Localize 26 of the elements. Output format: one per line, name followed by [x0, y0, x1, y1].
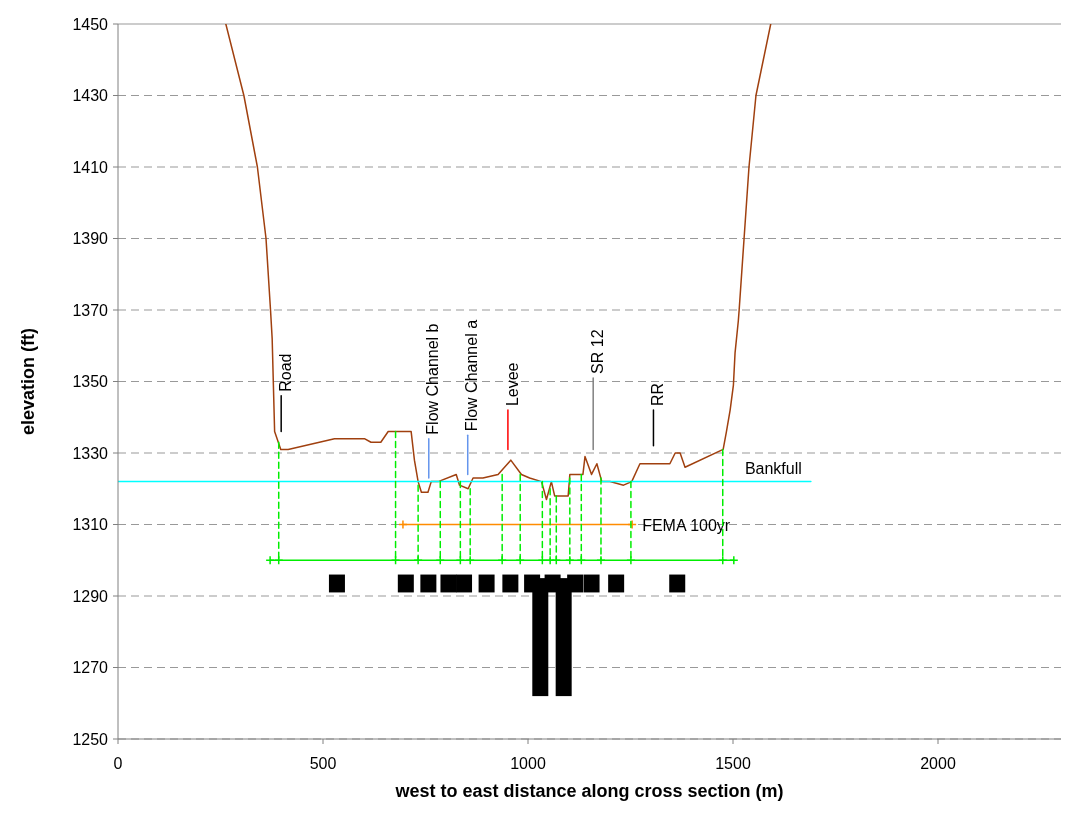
x-tick-label: 1000 — [510, 755, 546, 772]
series-label: Bankfull — [744, 459, 802, 477]
y-axis-title: elevation (ft) — [18, 327, 38, 436]
x-tick-label: 0 — [113, 755, 123, 772]
y-tick-label: 1270 — [72, 659, 109, 677]
x-tick-label: 500 — [309, 755, 337, 772]
x-tick-label: 1500 — [715, 755, 751, 772]
y-tick-label: 1370 — [72, 301, 109, 319]
annotation: Flow Channel a — [463, 319, 481, 432]
annotation: Flow Channel b — [424, 323, 442, 435]
y-tick-label: 1450 — [72, 15, 109, 33]
annotation: Levee — [503, 362, 521, 407]
y-tick-label: 1430 — [72, 87, 109, 105]
annotation: Road — [276, 353, 294, 392]
y-tick-label: 1410 — [72, 158, 109, 176]
y-tick-label: 1390 — [72, 230, 109, 248]
y-tick-label: 1310 — [72, 516, 109, 534]
y-tick-label: 1290 — [72, 587, 109, 605]
annotation: RR — [649, 382, 667, 407]
annotation: SR 12 — [588, 329, 606, 374]
x-tick-label: 2000 — [920, 755, 956, 772]
x-axis-title: west to east distance along cross section (m) — [394, 781, 784, 801]
series-label: FEMA 100yr — [642, 516, 731, 534]
y-tick-label: 1330 — [72, 444, 109, 462]
y-tick-label: 1350 — [72, 373, 109, 391]
y-tick-label: 1250 — [72, 730, 109, 748]
